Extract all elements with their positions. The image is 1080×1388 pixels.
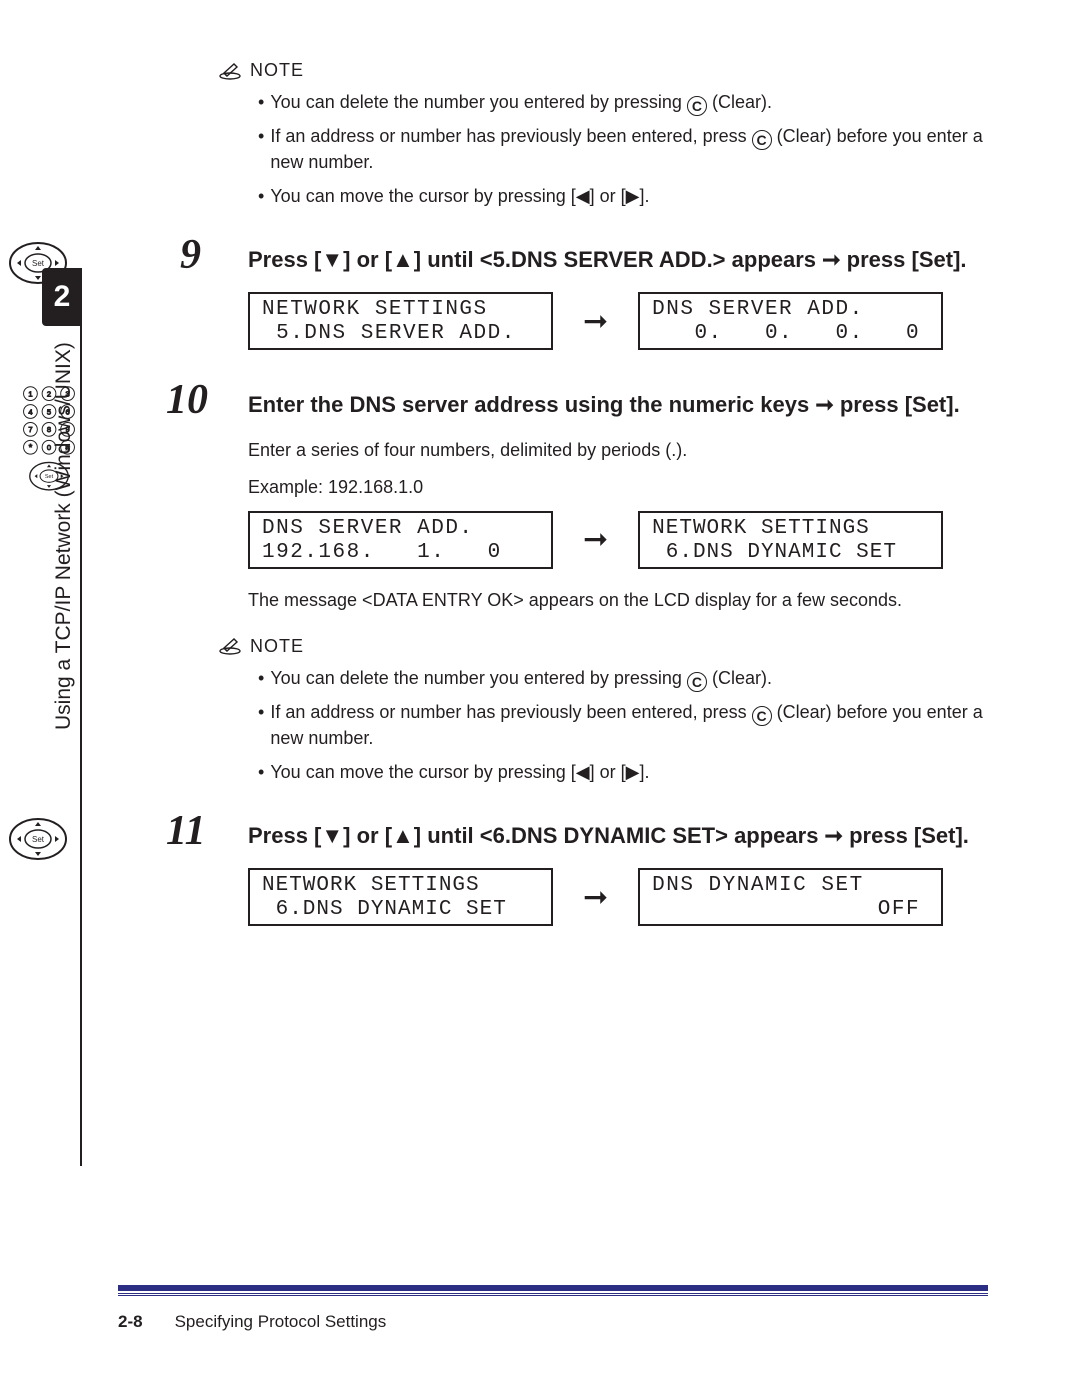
note-label: NOTE [250,636,304,657]
note-text: (Clear). [712,92,772,112]
step-text: The message <DATA ENTRY OK> appears on t… [248,587,988,614]
svg-text:Set: Set [32,259,45,268]
note-item: • If an address or number has previously… [258,699,988,751]
lcd-row: NETWORK SETTINGS 5.DNS SERVER ADD. ➞ DNS… [248,292,988,350]
note-item: • You can move the cursor by pressing [◀… [258,759,988,785]
lcd-display: DNS DYNAMIC SET OFF [638,868,943,926]
lcd-display: NETWORK SETTINGS 6.DNS DYNAMIC SET [248,868,553,926]
svg-text:6: 6 [65,407,69,416]
arrow-icon: ➞ [583,880,608,915]
step-text: Example: 192.168.1.0 [248,474,988,501]
step-number: 11 [166,807,206,855]
note-item: • You can delete the number you entered … [258,665,988,691]
pencil-icon [218,637,242,655]
lcd-row: NETWORK SETTINGS 6.DNS DYNAMIC SET ➞ DNS… [248,868,988,926]
svg-text:3: 3 [65,390,69,399]
svg-text:4: 4 [28,407,32,416]
lcd-display: NETWORK SETTINGS 6.DNS DYNAMIC SET [638,511,943,569]
note-heading: NOTE [218,60,304,81]
step-10: 1 2 3 4 5 6 7 8 9 * 0 # Set [118,390,988,785]
clear-key-icon: C [752,706,772,726]
note-text: You can delete the number you entered by… [270,92,687,112]
svg-text:Set: Set [45,474,54,480]
lcd-display: NETWORK SETTINGS 5.DNS SERVER ADD. [248,292,553,350]
note-heading: NOTE [218,636,304,657]
step-number: 9 [180,231,201,279]
set-button-icon: Set [8,241,68,290]
svg-text:*: * [29,443,33,453]
footer-title: Specifying Protocol Settings [175,1312,387,1332]
keypad-icon: 1 2 3 4 5 6 7 8 9 * 0 # Set [8,384,90,499]
clear-key-icon: C [752,130,772,150]
arrow-icon: ➞ [583,304,608,339]
page-content: NOTE • You can delete the number you ent… [118,60,988,952]
svg-text:Set: Set [32,835,45,844]
note-item: • If an address or number has previously… [258,123,988,175]
note-text: If an address or number has previously b… [270,702,751,722]
note-text: You can delete the number you entered by… [270,668,687,688]
note-text: If an address or number has previously b… [270,126,751,146]
step-11: Set 11 Press [▼] or [▲] until <6.DNS DYN… [118,821,988,926]
note-list: • You can delete the number you entered … [258,665,988,785]
note-text: You can move the cursor by pressing [◀] … [270,759,649,785]
step-title: Press [▼] or [▲] until <5.DNS SERVER ADD… [248,245,988,276]
note-list: • You can delete the number you entered … [258,89,988,209]
arrow-icon: ➞ [583,522,608,557]
step-body: Enter a series of four numbers, delimite… [248,437,988,501]
svg-text:8: 8 [47,425,51,434]
svg-text:1: 1 [28,390,32,399]
page-number: 2-8 [118,1312,143,1332]
svg-text:0: 0 [47,443,51,452]
clear-key-icon: C [687,96,707,116]
note-item: • You can delete the number you entered … [258,89,988,115]
note-text: (Clear). [712,668,772,688]
step-body: The message <DATA ENTRY OK> appears on t… [248,587,988,614]
note-item: • You can move the cursor by pressing [◀… [258,183,988,209]
lcd-display: DNS SERVER ADD. 0. 0. 0. 0 [638,292,943,350]
footer: 2-8 Specifying Protocol Settings [118,1312,386,1332]
step-number: 10 [166,376,208,424]
lcd-row: DNS SERVER ADD. 192.168. 1. 0 ➞ NETWORK … [248,511,988,569]
footer-rule [118,1285,988,1294]
set-button-icon: Set [8,817,68,866]
pencil-icon [218,62,242,80]
svg-text:9: 9 [65,425,69,434]
svg-text:5: 5 [47,407,51,416]
step-title: Enter the DNS server address using the n… [248,390,988,421]
svg-text:#: # [65,443,70,452]
lcd-display: DNS SERVER ADD. 192.168. 1. 0 [248,511,553,569]
clear-key-icon: C [687,672,707,692]
step-9: Set 9 Press [▼] or [▲] until <5.DNS SERV… [118,245,988,350]
svg-text:2: 2 [47,390,51,399]
step-title: Press [▼] or [▲] until <6.DNS DYNAMIC SE… [248,821,988,852]
note-label: NOTE [250,60,304,81]
note-text: You can move the cursor by pressing [◀] … [270,183,649,209]
step-text: Enter a series of four numbers, delimite… [248,437,988,464]
svg-text:7: 7 [28,425,32,434]
